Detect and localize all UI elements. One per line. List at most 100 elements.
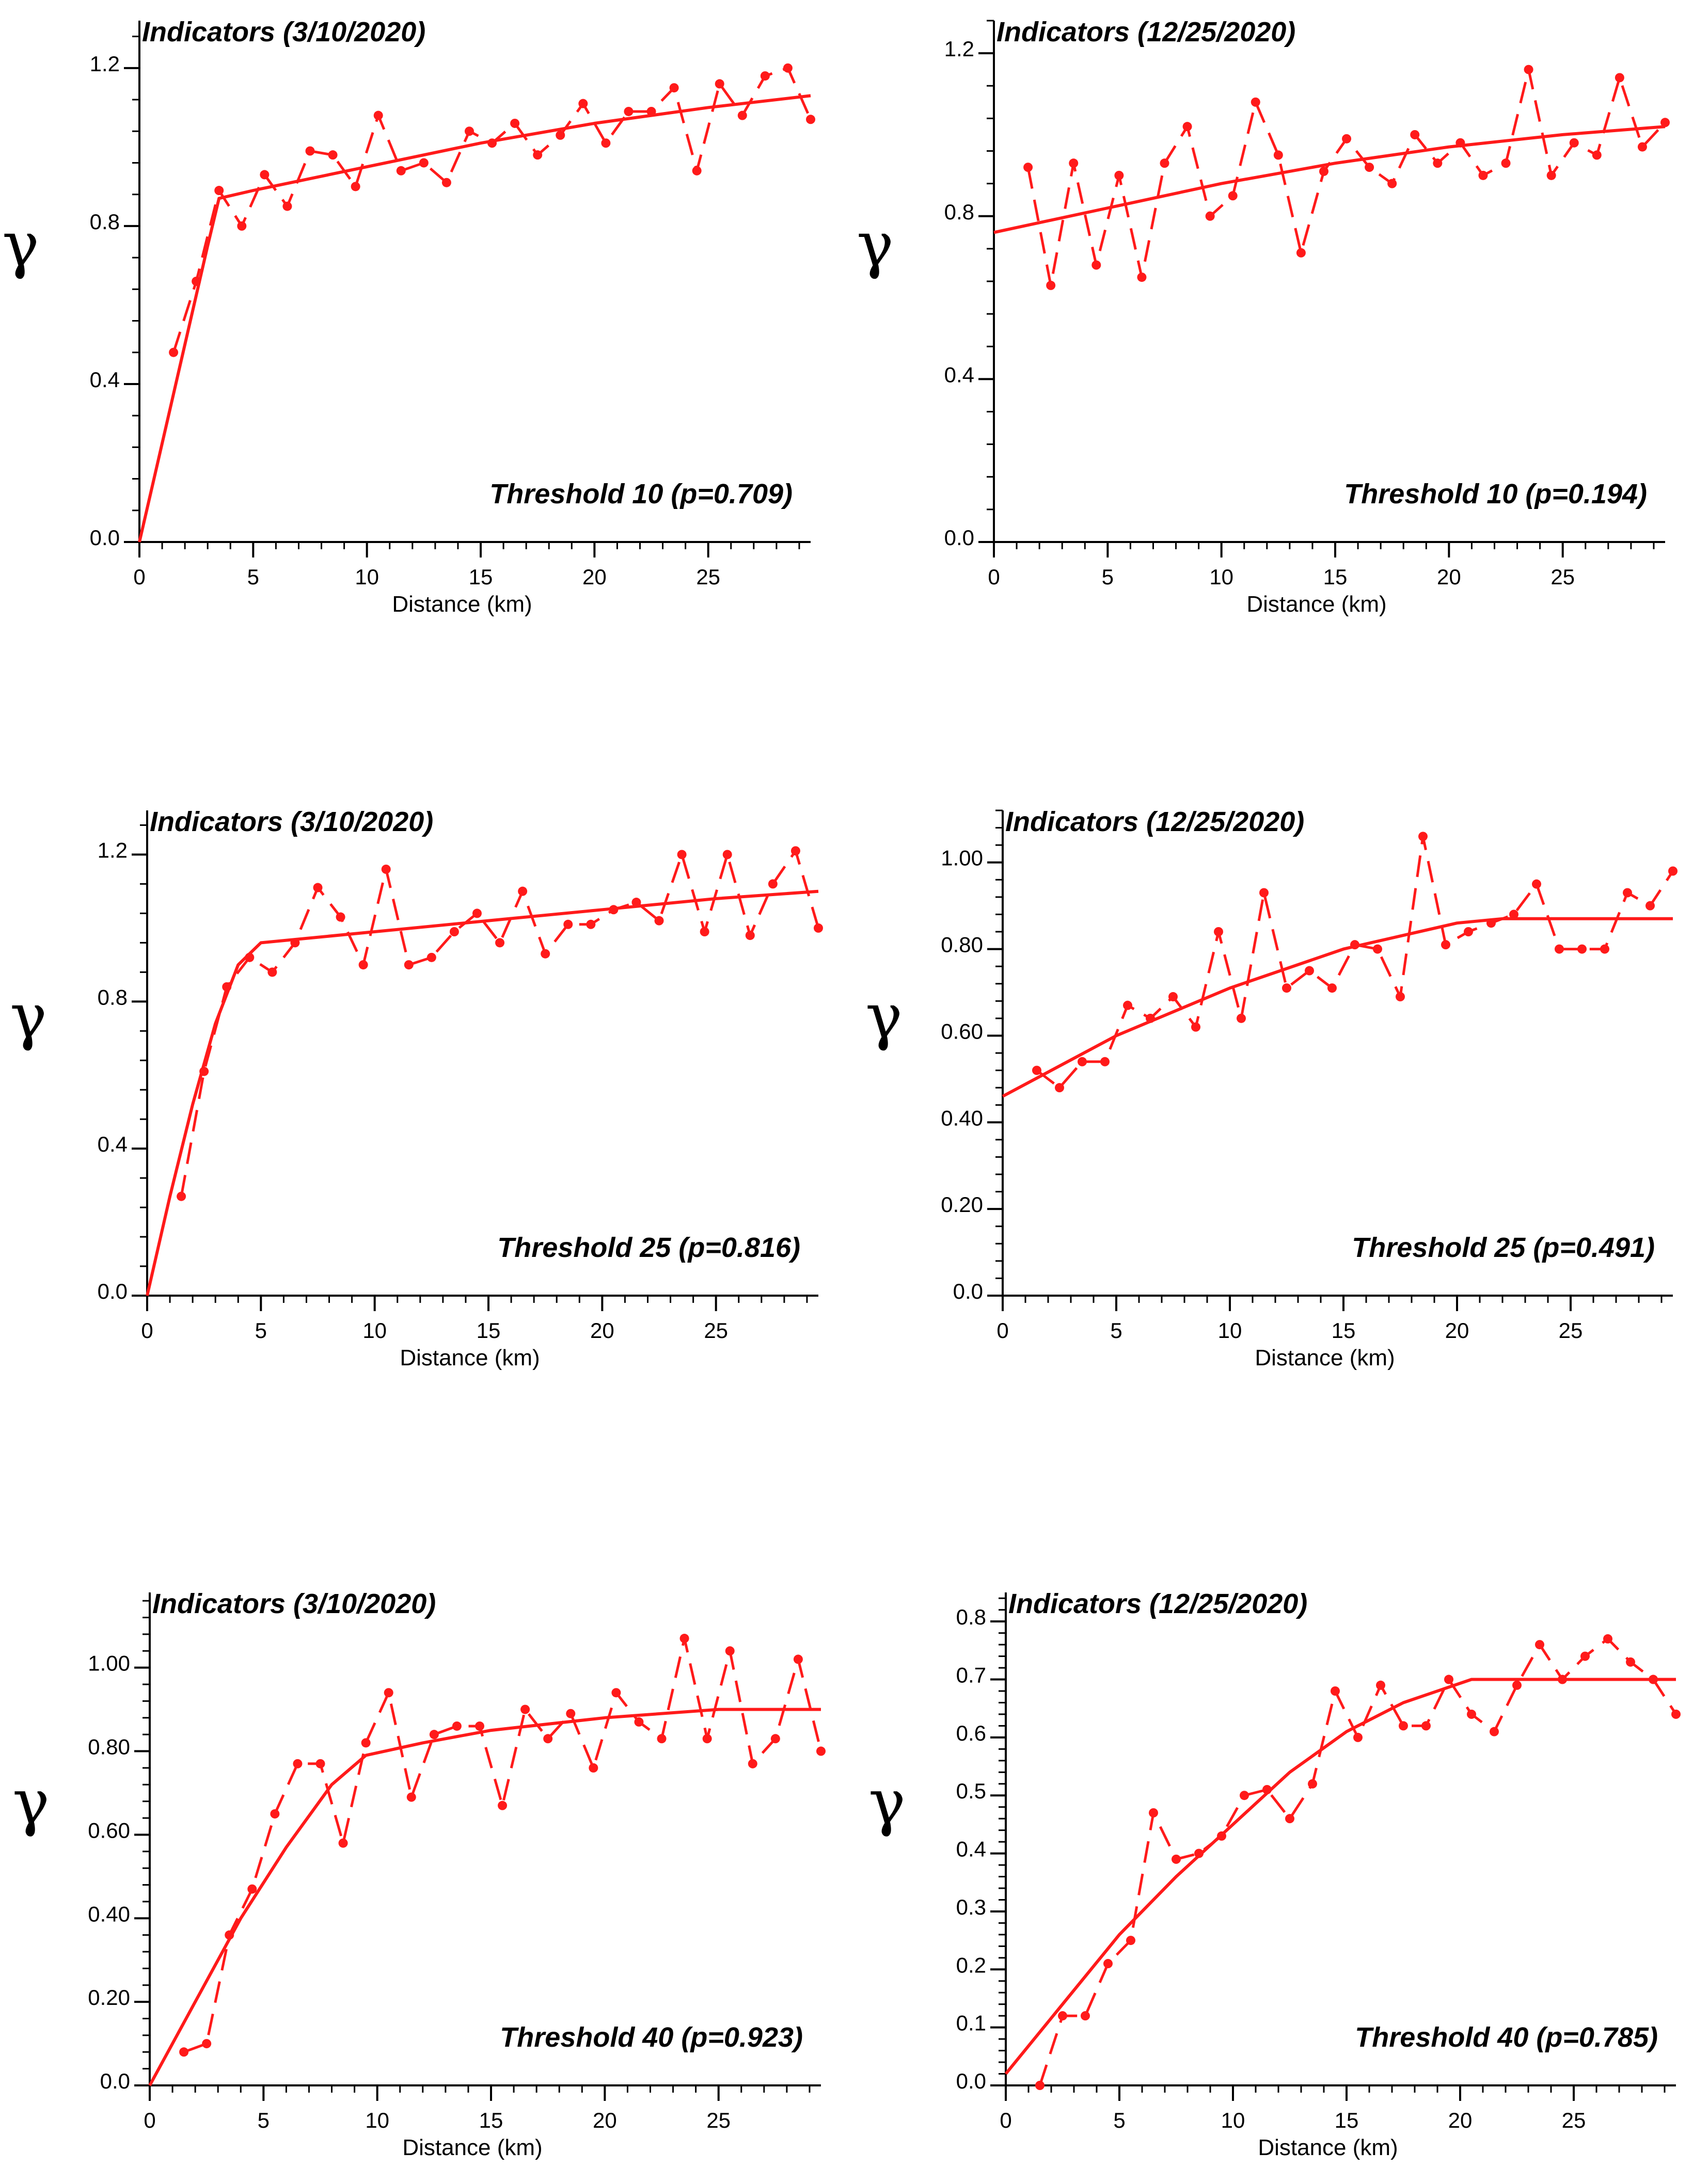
y-tick-label: 1.2 — [944, 37, 974, 61]
data-point — [1273, 150, 1283, 160]
data-point — [1623, 888, 1632, 898]
data-point — [1259, 888, 1269, 898]
x-tick-label: 25 — [1550, 565, 1575, 589]
data-point — [533, 150, 543, 160]
model-curve — [138, 94, 811, 543]
x-tick-label: 15 — [1323, 565, 1348, 589]
y-tick-label: 0.20 — [941, 1192, 983, 1217]
data-point — [474, 1721, 484, 1731]
data-point — [601, 138, 611, 148]
data-point — [429, 1730, 439, 1740]
x-tick-label: 20 — [1448, 2108, 1473, 2132]
data-point — [338, 1838, 348, 1848]
data-point — [1149, 1808, 1158, 1818]
chart-panel-1: 0 5 10 15 20 25 0.0 0.4 0.8 1.2 Indicators (3/10/2… — [2, 17, 815, 617]
chart-title: Indicators (3/10/2020) — [150, 806, 433, 837]
chart-panel-5: 0 5 10 15 20 25 0.0 0.20 0.40 0.60 0.80 1.00 Indicat… — [12, 1588, 826, 2160]
data-point — [563, 919, 573, 929]
data-point — [336, 912, 345, 922]
y-tick-label: 0.6 — [956, 1721, 986, 1745]
data-point — [1441, 940, 1450, 950]
data-point — [578, 99, 588, 108]
data-point — [1091, 260, 1101, 270]
data-point — [1100, 1057, 1110, 1066]
data-point — [814, 923, 823, 933]
x-tick-label: 5 — [1110, 1318, 1122, 1343]
data-point — [1191, 1022, 1200, 1032]
data-point — [1182, 122, 1192, 132]
x-axis-label: Distance (km) — [392, 592, 532, 617]
data-point — [790, 846, 800, 856]
data-point — [700, 927, 709, 936]
data-point — [760, 71, 770, 81]
x-tick-label: 20 — [593, 2108, 617, 2132]
data-point — [1637, 142, 1647, 152]
x-tick-label: 15 — [1332, 1318, 1356, 1343]
x-tick-label: 20 — [582, 565, 607, 589]
data-point — [179, 2047, 189, 2057]
data-point — [1645, 901, 1655, 911]
x-tick-label: 10 — [365, 2108, 389, 2132]
y-tick-label: 1.00 — [941, 846, 983, 870]
x-tick-label: 25 — [1562, 2108, 1586, 2132]
data-point — [1668, 866, 1678, 876]
data-point — [1032, 1065, 1041, 1075]
data-point — [1114, 170, 1124, 180]
x-axis-label: Distance (km) — [1258, 2135, 1398, 2160]
data-point — [282, 201, 292, 211]
x-tick-label: 5 — [255, 1318, 267, 1343]
data-point — [1168, 992, 1178, 1001]
data-point — [541, 949, 550, 959]
data-point — [1103, 1959, 1113, 1969]
data-point — [396, 166, 406, 176]
x-tick-label: 10 — [1221, 2108, 1245, 2132]
data-point — [1023, 163, 1033, 172]
data-point — [692, 166, 702, 176]
data-point — [1421, 1721, 1431, 1731]
x-tick-label: 0 — [1000, 2108, 1011, 2132]
data-point — [518, 886, 528, 896]
data-point — [634, 1717, 644, 1727]
y-tick-label: 0.7 — [956, 1663, 986, 1687]
x-tick-label: 25 — [1559, 1318, 1583, 1343]
data-point — [1546, 170, 1556, 180]
data-point — [1671, 1709, 1681, 1719]
data-point — [1137, 273, 1147, 282]
data-point — [169, 347, 179, 357]
data-point — [1569, 138, 1579, 148]
chart-panel-2: 0 5 10 15 20 25 0.0 0.4 0.8 1.2 Indicators (12/25/… — [857, 17, 1670, 617]
x-tick-label: 20 — [590, 1318, 614, 1343]
data-point — [441, 178, 451, 187]
data-point — [1319, 166, 1328, 176]
data-point — [586, 919, 596, 929]
data-point — [328, 150, 338, 160]
y-tick-label: 0.4 — [90, 368, 120, 392]
experimental-series-line — [1038, 1637, 1678, 2086]
threshold-annotation: Threshold 40 (p=0.785) — [1355, 2022, 1658, 2053]
x-tick-label: 10 — [1218, 1318, 1242, 1343]
data-point — [1399, 1721, 1408, 1731]
data-point — [202, 2039, 212, 2049]
data-point — [654, 916, 664, 926]
data-point — [748, 1759, 757, 1768]
data-point — [679, 1634, 689, 1644]
x-tick-label: 15 — [479, 2108, 503, 2132]
data-point — [1214, 927, 1223, 936]
x-tick-label: 15 — [469, 565, 493, 589]
data-point — [768, 879, 778, 889]
x-axis-label: Distance (km) — [402, 2135, 542, 2160]
threshold-annotation: Threshold 25 (p=0.816) — [497, 1232, 800, 1263]
data-point — [611, 1688, 621, 1698]
data-point — [426, 952, 436, 962]
x-tick-label: 5 — [247, 565, 259, 589]
chart-title: Indicators (3/10/2020) — [142, 17, 425, 47]
data-point — [1194, 1848, 1204, 1858]
data-point — [1285, 1814, 1294, 1824]
chart-title: Indicators (12/25/2020) — [996, 17, 1295, 47]
y-tick-label: 0.8 — [944, 200, 974, 224]
data-point — [722, 850, 732, 859]
data-point — [449, 927, 459, 936]
data-point — [406, 1792, 416, 1802]
data-point — [624, 106, 634, 116]
